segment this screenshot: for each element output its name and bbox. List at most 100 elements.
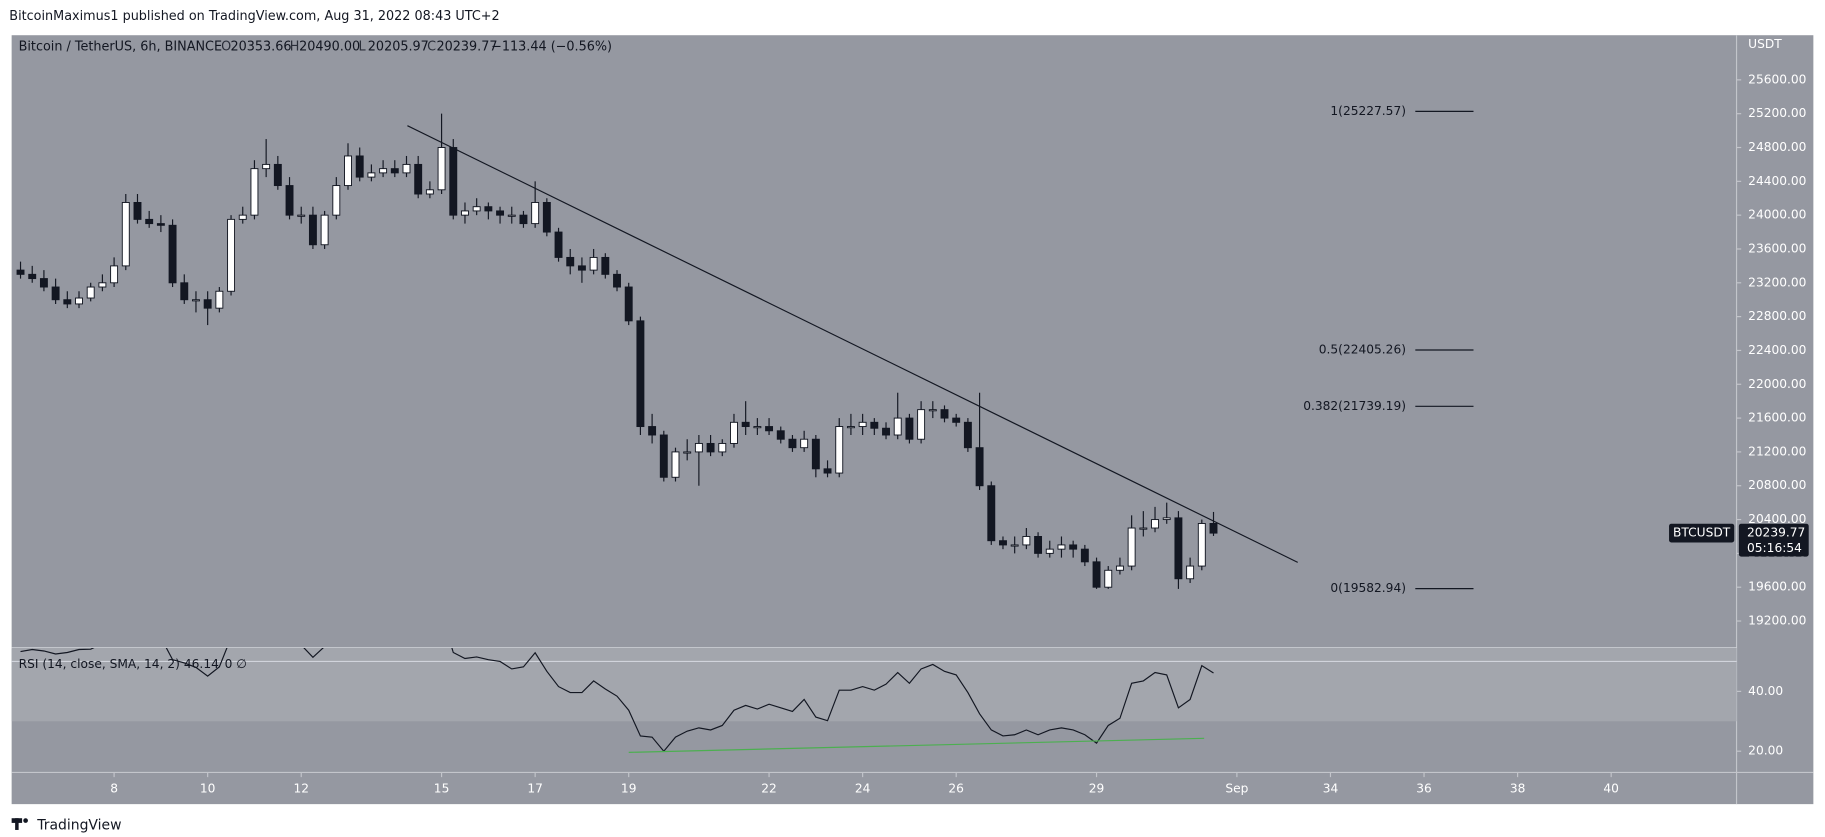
candle-body: [1162, 517, 1171, 521]
candle-body: [531, 202, 540, 225]
candle-body: [694, 442, 703, 453]
x-tick-label: 29: [1089, 781, 1105, 795]
candle-body: [648, 426, 657, 436]
y-tick-label: 20400.00: [1748, 512, 1806, 526]
candle-body: [472, 206, 481, 212]
ohlc-key: L: [358, 39, 366, 54]
candle-body: [706, 442, 715, 453]
candle-body: [963, 421, 972, 449]
candle-body: [1045, 548, 1054, 554]
x-tick-label: 38: [1510, 781, 1526, 795]
candle-body: [262, 163, 271, 170]
ohlc-key: H: [290, 39, 300, 54]
candle-body: [870, 421, 879, 429]
rsi-tail: 0 ∅: [225, 657, 247, 671]
candle-body: [1022, 536, 1031, 546]
candle-body: [1197, 523, 1206, 567]
publisher-line: BitcoinMaximus1 published on TradingView…: [9, 9, 499, 24]
ohlc-value: 20239.77: [436, 39, 497, 54]
candle-body: [449, 147, 458, 216]
candle-body: [882, 427, 890, 436]
y-tick-label: 23200.00: [1748, 275, 1806, 289]
candle-body: [1115, 565, 1124, 571]
candle-body: [461, 210, 469, 216]
x-tick-label: Sep: [1225, 781, 1248, 795]
candle-body: [624, 286, 633, 322]
x-tick-label: 17: [527, 781, 543, 795]
candle-body: [133, 202, 142, 220]
candle-body: [320, 214, 329, 246]
candle-body: [1186, 565, 1195, 580]
candle-body: [484, 206, 493, 212]
y-tick-label: 21600.00: [1748, 411, 1806, 425]
price-tag-countdown: 05:16:54: [1747, 541, 1802, 555]
candle-body: [156, 223, 165, 226]
fib-label: 0(19582.94): [1330, 581, 1406, 595]
symbol-tag: BTCUSDT: [1673, 526, 1731, 540]
fib-label: 1(25227.57): [1330, 104, 1406, 118]
candle-body: [145, 218, 154, 225]
candle-body: [683, 451, 692, 454]
candle-body: [379, 168, 388, 174]
brand: TradingView: [11, 817, 122, 833]
candle-body: [1092, 561, 1101, 588]
candle-body: [1209, 523, 1218, 534]
candle-body: [168, 224, 177, 284]
candle-body: [823, 468, 832, 474]
candle-body: [741, 421, 750, 428]
candle-body: [215, 290, 224, 309]
symbol-tag-bg: [1669, 523, 1735, 543]
candle-body: [846, 426, 855, 429]
candle-body: [718, 442, 727, 453]
candle-body: [75, 297, 83, 305]
ohlc-value: 20205.97: [368, 39, 429, 54]
y-tick-label: 24800.00: [1748, 140, 1806, 154]
rsi-y-tick-label: 20.00: [1748, 744, 1783, 758]
rsi-band: [11, 648, 1737, 722]
candle-body: [507, 214, 516, 217]
x-tick-label: 12: [293, 781, 309, 795]
x-tick-label: 15: [434, 781, 450, 795]
ohlc-value: 20490.00: [299, 39, 360, 54]
rsi-support-line: [628, 737, 1205, 753]
x-tick-label: 10: [200, 781, 216, 795]
candle-body: [554, 231, 563, 258]
candle-body: [437, 147, 446, 191]
candle-body: [250, 168, 259, 216]
candle-body: [940, 409, 949, 419]
rsi-value: 46.14: [184, 657, 219, 671]
ohlc-key: C: [427, 39, 436, 54]
candle-body: [227, 218, 236, 292]
candle-body: [1127, 527, 1136, 567]
ohlc-value: 20353.66: [230, 39, 291, 54]
price-tag-bg: [1738, 523, 1809, 557]
candle-body: [577, 265, 586, 271]
candle-body: [51, 286, 60, 301]
candle-body: [355, 155, 364, 178]
x-tick-label: 22: [761, 781, 777, 795]
candle-body: [800, 438, 809, 449]
x-tick-label: 34: [1323, 781, 1339, 795]
candle-body: [905, 417, 914, 440]
y-tick-label: 22800.00: [1748, 309, 1806, 323]
candle-body: [367, 172, 376, 178]
resistance-line: [407, 125, 1298, 563]
x-tick-label: 36: [1416, 781, 1432, 795]
candle-body: [16, 269, 25, 275]
logo-shape: [15, 818, 19, 830]
rsi-y-tick-label: 40.00: [1748, 684, 1783, 698]
candle-body: [192, 299, 200, 302]
rsi-title: RSI (14, close, SMA, 14, 2): [19, 657, 180, 671]
x-tick-label: 24: [855, 781, 871, 795]
price-pane: [16, 113, 1298, 589]
candle-body: [180, 282, 189, 301]
candle-body: [671, 451, 680, 478]
candle-body: [39, 278, 48, 288]
candle-body: [390, 168, 399, 174]
candle-body: [425, 189, 434, 195]
candle-body: [1139, 527, 1148, 530]
x-tick-label: 8: [110, 781, 118, 795]
candle-body: [1104, 569, 1113, 588]
candle-body: [121, 202, 130, 267]
